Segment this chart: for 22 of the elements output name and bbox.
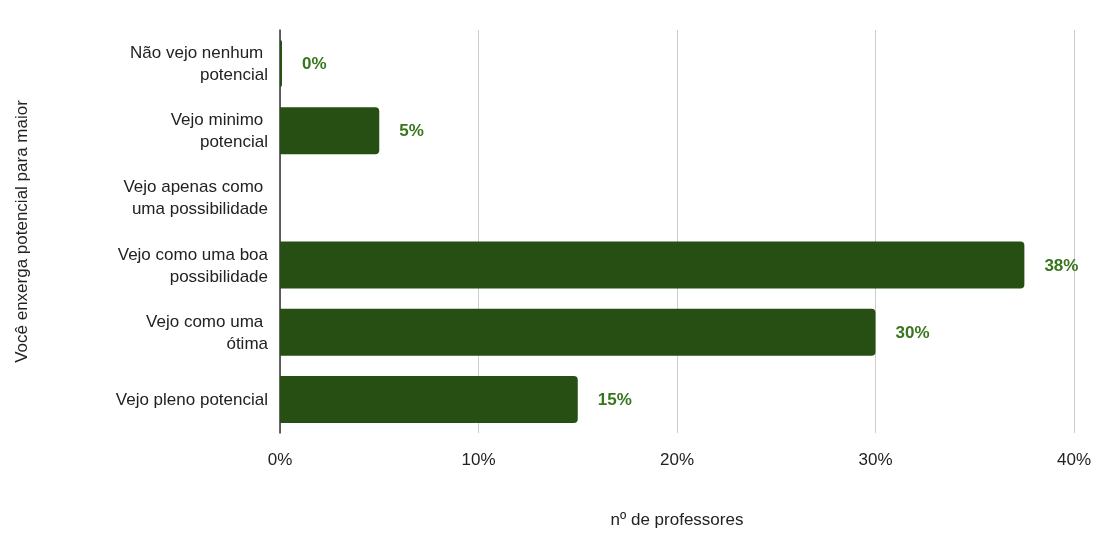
x-tick-label: 0% (267, 450, 293, 469)
data-label: 38% (1044, 255, 1079, 275)
y-axis-title: Você enxerga potencial para maior (12, 99, 31, 363)
x-tick-label: 40% (1056, 450, 1092, 469)
y-tick-label: Vejo como uma ótima (146, 311, 269, 353)
data-label: 15% (597, 389, 632, 409)
x-tick-label: 20% (659, 450, 695, 469)
y-tick-label: Vejo minimo potencial (170, 110, 268, 152)
y-tick-label: Vejo pleno potencial (115, 389, 268, 409)
data-label: 0% (301, 54, 327, 74)
x-tick-label: 10% (461, 450, 496, 469)
y-tick-label: Não vejo nenhum potencial (130, 43, 268, 85)
x-tick-label: 30% (858, 450, 893, 469)
y-tick-label: Vejo apenas como uma possibilidade (123, 177, 268, 219)
bar (280, 375, 578, 423)
x-axis-title: nº de professores (610, 510, 744, 529)
bar (280, 107, 380, 155)
data-label: 5% (399, 121, 424, 141)
data-label: 30% (895, 322, 930, 342)
bar (280, 241, 1025, 289)
y-tick-label: Vejo como uma boa possibilidade (117, 244, 269, 286)
bar (280, 308, 876, 356)
